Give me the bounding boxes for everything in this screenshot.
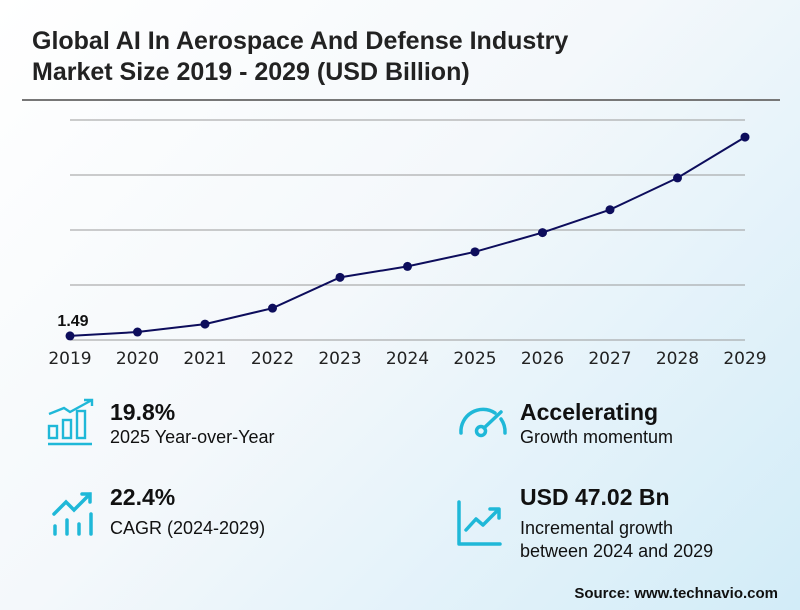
line-chart: 2019 2020 2021 2022 2023 2024 2025 2026 2027 2028… [48, 119, 767, 369]
bar-chart-growth-icon [47, 398, 94, 446]
data-label: 1.49 [57, 313, 88, 330]
data-point-2020 [133, 327, 142, 337]
data-point-2019 [65, 331, 75, 341]
title-line-1: Global AI In Aerospace And Defense Indus… [32, 27, 569, 55]
data-point-2025 [470, 247, 480, 257]
x-tick-label: 2027 [588, 349, 631, 369]
stat-cagr-value: 22.4% [110, 484, 176, 510]
data-point-2026 [538, 228, 547, 238]
source-credit: Source: www.technavio.com [574, 585, 778, 602]
x-tick-label: 2025 [453, 349, 496, 369]
x-tick-label: 2019 [48, 349, 91, 369]
data-point-2028 [673, 173, 682, 183]
data-point-2029 [740, 132, 750, 142]
stat-incremental-label-1: Incremental growth [520, 518, 674, 538]
data-point-2023 [335, 272, 345, 282]
trend-arrow-bars-icon [52, 492, 93, 536]
x-tick-label: 2023 [318, 349, 361, 369]
data-point-2021 [200, 319, 210, 329]
series-line [69, 136, 746, 337]
chart-title: Global AI In Aerospace And Defense Indus… [32, 26, 568, 88]
speedometer-icon [459, 407, 507, 438]
title-line-2: Market Size 2019 - 2029 (USD Billion) [32, 58, 470, 86]
line-chart-icon [457, 500, 502, 546]
x-tick-label: 2029 [723, 349, 766, 369]
stat-yoy-value: 19.8% [110, 399, 176, 425]
stat-cagr-label: CAGR (2024-2029) [110, 518, 266, 538]
x-tick-label: 2026 [521, 349, 564, 369]
title-divider [22, 99, 780, 101]
stat-incremental: USD 47.02 Bn Incremental growth between … [520, 483, 713, 563]
stat-incremental-value: USD 47.02 Bn [520, 484, 670, 510]
stat-momentum: Accelerating Growth momentum [520, 398, 673, 449]
x-tick-label: 2020 [116, 349, 159, 369]
data-point-2024 [403, 261, 412, 271]
stat-incremental-label-2: between 2024 and 2029 [520, 541, 714, 561]
x-tick-label: 2028 [656, 349, 699, 369]
stat-cagr: 22.4% CAGR (2024-2029) [110, 483, 265, 540]
stat-yoy: 19.8% 2025 Year-over-Year [110, 398, 274, 449]
x-tick-label: 2022 [251, 349, 294, 369]
data-point-2022 [268, 303, 277, 313]
data-point-2027 [605, 205, 615, 215]
stat-momentum-value: Accelerating [520, 399, 659, 425]
x-tick-label: 2021 [183, 349, 226, 369]
x-tick-label: 2024 [386, 349, 429, 369]
stat-momentum-label: Growth momentum [520, 427, 674, 447]
stat-yoy-label: 2025 Year-over-Year [110, 427, 275, 447]
